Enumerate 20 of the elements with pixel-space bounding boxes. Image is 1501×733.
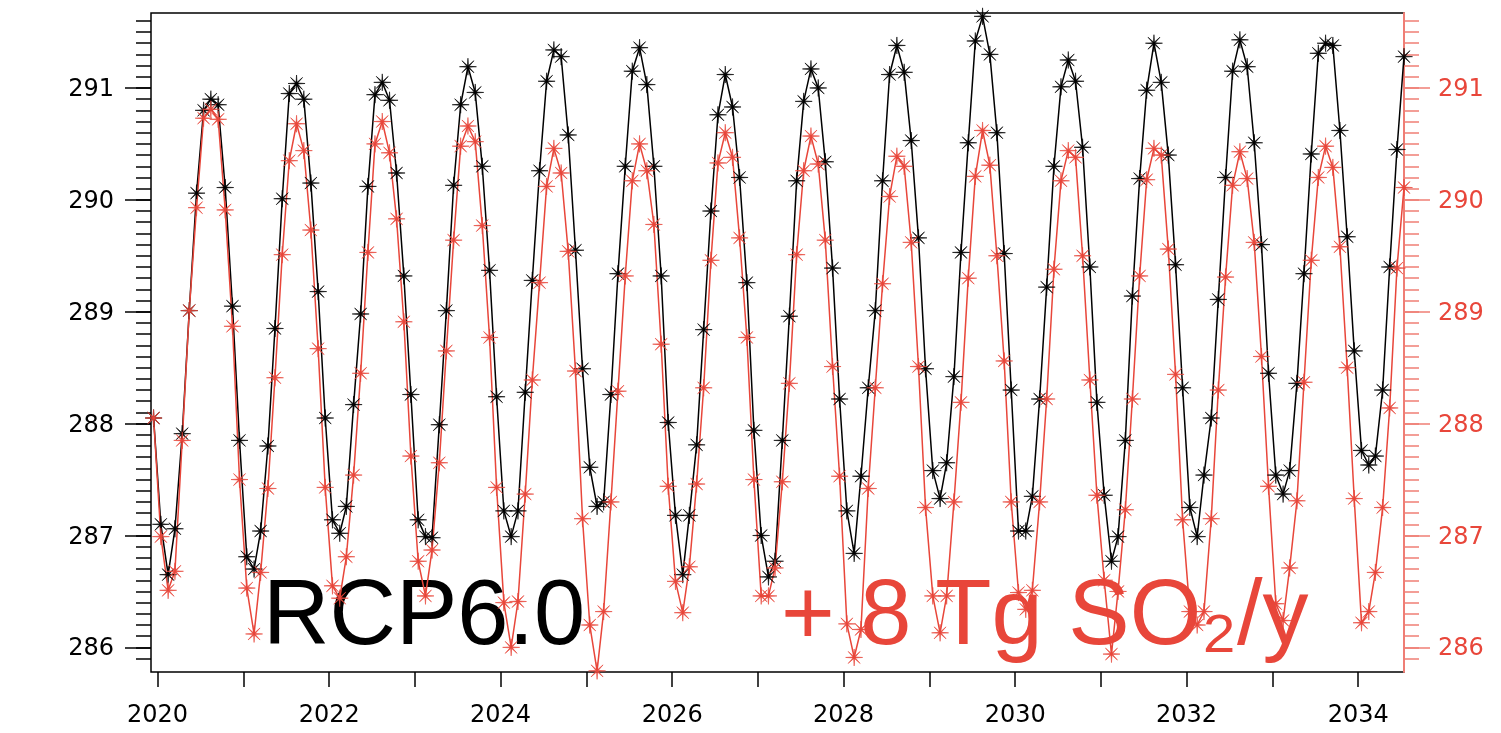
x-tick-label: 2028 [813,700,875,728]
y2-tick-label: 287 [1438,521,1484,550]
x-tick-label: 2034 [1327,700,1389,728]
x-tick-label: 2024 [470,700,532,728]
x-tick-label: 2022 [298,700,360,728]
y-tick-label: 290 [68,185,114,214]
y-tick-label: 287 [68,521,114,550]
y-tick-label: 289 [68,297,114,326]
y-tick-label: 286 [68,633,114,662]
x-tick-label: 2032 [1156,700,1218,728]
y2-tick-label: 291 [1438,73,1484,102]
x-tick-label: 2026 [641,700,703,728]
y2-tick-label: 286 [1438,633,1484,662]
y-tick-label: 291 [68,73,114,102]
x-tick-label: 2030 [984,700,1046,728]
x-tick-label: 2020 [127,700,189,728]
y2-tick-label: 290 [1438,185,1484,214]
y-tick-label: 288 [68,409,114,438]
y2-tick-label: 288 [1438,409,1484,438]
y2-tick-label: 289 [1438,297,1484,326]
